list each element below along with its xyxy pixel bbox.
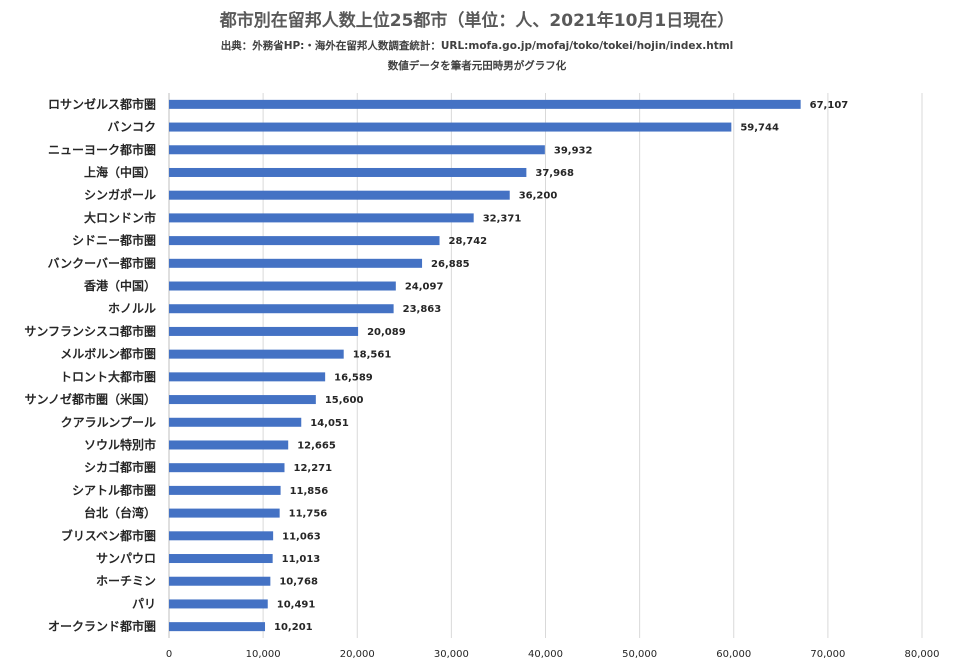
x-tick-label: 30,000 (434, 649, 469, 660)
data-label: 10,201 (274, 622, 313, 633)
data-label: 28,742 (449, 236, 488, 247)
category-label: シドニー都市圏 (72, 233, 156, 248)
data-label: 15,600 (325, 395, 364, 406)
bar (169, 417, 302, 427)
category-label: トロント大都市圏 (60, 369, 156, 384)
data-label: 67,107 (810, 100, 849, 111)
bar (169, 99, 801, 109)
bar (169, 554, 273, 564)
data-label: 14,051 (310, 418, 349, 429)
data-label: 11,756 (289, 509, 328, 520)
category-label: オークランド都市圏 (48, 619, 156, 634)
data-label: 26,885 (431, 259, 470, 270)
bar (169, 395, 316, 405)
bar (169, 599, 268, 609)
bar (169, 508, 280, 518)
x-tick-label: 50,000 (622, 649, 657, 660)
source-line: 出典：外務省HP:・海外在留邦人数調査統計：URL:mofa.go.jp/mof… (220, 40, 734, 52)
data-label: 23,863 (403, 304, 442, 315)
data-label: 37,968 (535, 168, 574, 179)
data-label: 36,200 (519, 191, 558, 202)
category-label: 台北（台湾） (84, 505, 156, 520)
category-label: サンフランシスコ都市圏 (24, 323, 156, 338)
x-tick-label: 80,000 (905, 649, 940, 660)
category-label: シカゴ都市圏 (84, 460, 156, 475)
bar (169, 304, 394, 314)
bar (169, 440, 289, 450)
chart-title: 都市別在留邦人数上位25都市（単位：人、2021年10月1日現在） (219, 11, 735, 31)
category-label: 香港（中国） (83, 278, 156, 293)
category-label: ニューヨーク都市圏 (48, 142, 156, 157)
bar (169, 463, 285, 473)
bar (169, 372, 326, 382)
data-label: 12,271 (294, 463, 333, 474)
category-label: サンパウロ (96, 552, 156, 566)
data-label: 12,665 (297, 440, 336, 451)
data-label: 59,744 (740, 123, 779, 134)
category-label: バンコク (107, 120, 156, 134)
bar (169, 531, 274, 541)
bar (169, 145, 545, 155)
bar (169, 236, 440, 246)
data-label: 32,371 (483, 213, 522, 224)
data-label: 18,561 (353, 350, 392, 361)
category-label: シンガポール (84, 187, 156, 202)
data-label: 10,491 (277, 599, 316, 610)
x-tick-label: 10,000 (246, 649, 281, 660)
data-label: 20,089 (367, 327, 406, 338)
x-tick-label: 60,000 (716, 649, 751, 660)
x-tick-label: 40,000 (528, 649, 563, 660)
x-tick-label: 70,000 (810, 649, 845, 660)
category-label: シアトル都市圏 (72, 482, 156, 497)
bar (169, 258, 423, 268)
data-label: 11,856 (290, 486, 329, 497)
data-label: 24,097 (405, 282, 444, 293)
data-label: 39,932 (554, 145, 593, 156)
category-label: パリ (132, 597, 156, 611)
bar (169, 485, 281, 495)
bar (169, 167, 527, 177)
data-label: 11,013 (282, 554, 321, 565)
bar (169, 281, 396, 291)
credit-line: 数値データを筆者元田時男がグラフ化 (387, 60, 567, 72)
category-label: サンノゼ都市圏（米国） (25, 392, 156, 407)
bar (169, 213, 474, 223)
data-label: 10,768 (279, 577, 318, 588)
bar (169, 576, 271, 586)
category-label: バンクーバー都市圏 (48, 255, 156, 270)
data-label: 11,063 (282, 531, 321, 542)
x-tick-label: 20,000 (340, 649, 375, 660)
data-label: 16,589 (334, 372, 373, 383)
category-label: ホノルル (108, 302, 156, 316)
category-label: 大ロンドン市 (84, 210, 156, 225)
category-label: ホーチミン (96, 574, 156, 588)
category-label: メルボルン都市圏 (60, 346, 156, 361)
category-label: 上海（中国） (84, 164, 156, 179)
bar (169, 349, 344, 359)
category-label: クアラルンプール (61, 414, 156, 429)
bar (169, 622, 266, 632)
category-label: ブリスベン都市圏 (61, 528, 156, 543)
category-label: ロサンゼルス都市圏 (48, 96, 156, 111)
x-tick-label: 0 (166, 649, 172, 660)
category-label: ソウル特別市 (84, 437, 156, 452)
bar (169, 326, 359, 336)
bar (169, 190, 510, 200)
bar (169, 122, 732, 132)
